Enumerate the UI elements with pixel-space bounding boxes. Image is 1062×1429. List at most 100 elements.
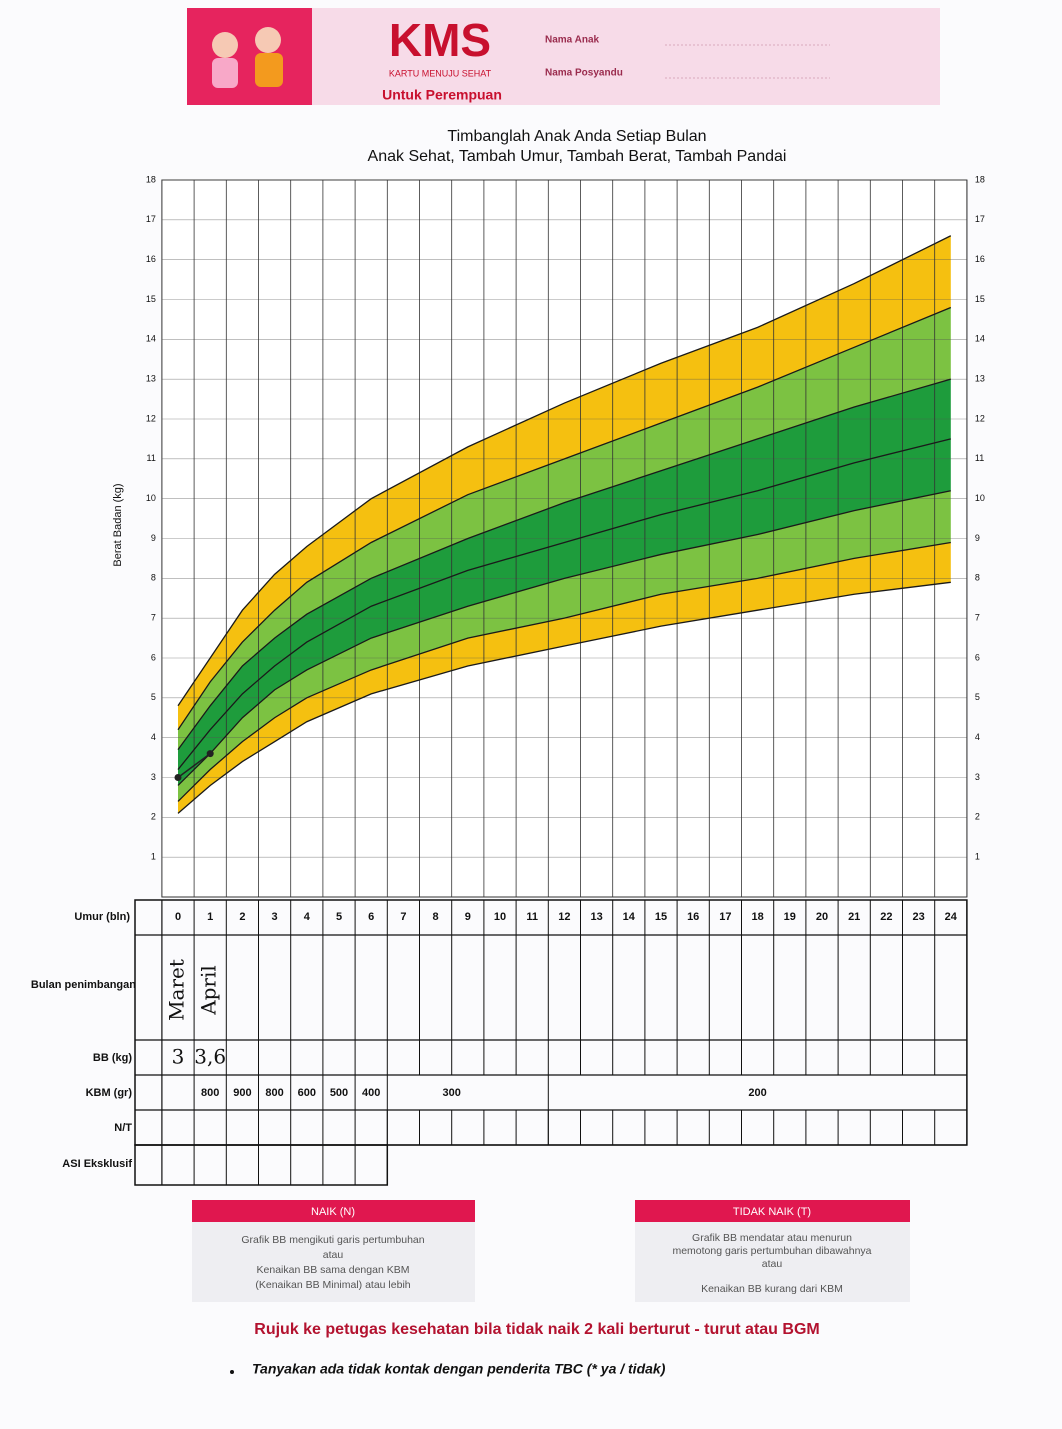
y-tick-label: 5 bbox=[151, 692, 156, 702]
tidak-naik-note: atau bbox=[762, 1258, 783, 1270]
x-tick-label: 11 bbox=[526, 911, 538, 923]
y-tick-label: 16 bbox=[146, 254, 156, 264]
kbm-value: 400 bbox=[362, 1087, 380, 1099]
y-tick-label: 13 bbox=[975, 374, 985, 384]
naik-note: Kenaikan BB sama dengan KBM bbox=[257, 1264, 410, 1276]
weighing-month: Maret bbox=[165, 959, 189, 1021]
chart-title: Timbanglah Anak Anda Setiap Bulan bbox=[447, 128, 706, 145]
x-tick-label: 3 bbox=[272, 911, 278, 923]
y-tick-label: 5 bbox=[975, 692, 980, 702]
y-tick-label: 9 bbox=[151, 533, 156, 543]
y-tick-label: 12 bbox=[146, 413, 156, 423]
y-tick-label: 18 bbox=[146, 174, 156, 184]
footer-note: Tanyakan ada tidak kontak dengan penderi… bbox=[252, 1361, 666, 1377]
kbm-value: 800 bbox=[265, 1087, 283, 1099]
row-label: N/T bbox=[114, 1122, 132, 1134]
row-label: ASI Eksklusif bbox=[62, 1158, 132, 1170]
y-tick-label: 17 bbox=[975, 214, 985, 224]
field-label: Nama Posyandu bbox=[545, 68, 623, 79]
y-tick-label: 14 bbox=[975, 334, 985, 344]
x-tick-label: 16 bbox=[687, 911, 699, 923]
y-tick-label: 4 bbox=[151, 732, 156, 742]
x-tick-label: 6 bbox=[368, 911, 374, 923]
row-label: BB (kg) bbox=[93, 1052, 132, 1064]
y-tick-label: 10 bbox=[975, 493, 985, 503]
card-subtitle: Untuk Perempuan bbox=[382, 87, 502, 103]
y-tick-label: 18 bbox=[975, 174, 985, 184]
tidak-naik-note: Grafik BB mendatar atau menurun bbox=[692, 1232, 852, 1244]
y-tick-label: 10 bbox=[146, 493, 156, 503]
kbm-value: 900 bbox=[233, 1087, 251, 1099]
y-tick-label: 1 bbox=[151, 852, 156, 862]
x-tick-label: 14 bbox=[623, 911, 636, 923]
kms-card: KMS KARTU MENUJU SEHAT Untuk Perempuan N… bbox=[0, 0, 1062, 1429]
x-tick-label: 2 bbox=[239, 911, 245, 923]
x-tick-label: 4 bbox=[304, 911, 311, 923]
y-tick-label: 4 bbox=[975, 732, 980, 742]
tidak-naik-title: TIDAK NAIK (T) bbox=[733, 1206, 811, 1218]
row-label: KBM (gr) bbox=[86, 1087, 133, 1099]
logo: KMS bbox=[389, 14, 491, 66]
x-tick-label: 12 bbox=[558, 911, 570, 923]
x-tick-label: 13 bbox=[590, 911, 602, 923]
kbm-value: 300 bbox=[443, 1087, 461, 1099]
naik-note: (Kenaikan BB Minimal) atau lebih bbox=[255, 1279, 410, 1291]
x-tick-label: 19 bbox=[784, 911, 796, 923]
row-label: Bulan penimbangan bbox=[31, 979, 136, 991]
x-tick-label: 7 bbox=[400, 911, 406, 923]
y-tick-label: 13 bbox=[146, 374, 156, 384]
naik-note: atau bbox=[323, 1249, 344, 1261]
y-tick-label: 11 bbox=[975, 453, 984, 463]
y-axis-label: Berat Badan (kg) bbox=[112, 483, 124, 566]
y-tick-label: 3 bbox=[975, 772, 980, 782]
child-weight-point bbox=[207, 750, 214, 757]
bullet bbox=[230, 1370, 234, 1374]
kbm-value: 600 bbox=[298, 1087, 316, 1099]
y-tick-label: 15 bbox=[975, 294, 985, 304]
y-tick-label: 1 bbox=[975, 852, 980, 862]
tidak-naik-note: Kenaikan BB kurang dari KBM bbox=[701, 1283, 843, 1295]
y-tick-label: 6 bbox=[151, 652, 156, 662]
child-figure bbox=[212, 58, 238, 88]
kbm-value: 200 bbox=[748, 1087, 766, 1099]
weight-entry: 3,6 bbox=[194, 1045, 226, 1069]
header-illustration bbox=[187, 8, 312, 105]
y-tick-label: 7 bbox=[975, 613, 980, 623]
y-tick-label: 2 bbox=[975, 812, 980, 822]
naik-note: Grafik BB mengikuti garis pertumbuhan bbox=[241, 1234, 424, 1246]
kbm-value: 800 bbox=[201, 1087, 219, 1099]
naik-title: NAIK (N) bbox=[311, 1206, 355, 1218]
tidak-naik-note: memotong garis pertumbuhan dibawahnya bbox=[672, 1245, 871, 1257]
x-tick-label: 8 bbox=[433, 911, 439, 923]
child-weight-point bbox=[175, 774, 182, 781]
x-tick-label: 15 bbox=[655, 911, 667, 923]
x-axis-label: Umur (bln) bbox=[74, 911, 130, 923]
y-tick-label: 2 bbox=[151, 812, 156, 822]
y-tick-label: 7 bbox=[151, 613, 156, 623]
child-figure bbox=[255, 53, 283, 87]
x-tick-label: 17 bbox=[719, 911, 731, 923]
y-tick-label: 8 bbox=[975, 573, 980, 583]
logo-subtitle: KARTU MENUJU SEHAT bbox=[389, 68, 492, 78]
chart-subtitle: Anak Sehat, Tambah Umur, Tambah Berat, T… bbox=[368, 148, 787, 165]
field-label: Nama Anak bbox=[545, 35, 600, 46]
referral: Rujuk ke petugas kesehatan bila tidak na… bbox=[254, 1321, 819, 1338]
x-tick-label: 18 bbox=[751, 911, 763, 923]
weighing-month: April bbox=[197, 965, 221, 1016]
y-tick-label: 16 bbox=[975, 254, 985, 264]
y-tick-label: 14 bbox=[146, 334, 156, 344]
y-tick-label: 6 bbox=[975, 652, 980, 662]
y-tick-label: 3 bbox=[151, 772, 156, 782]
x-tick-label: 21 bbox=[848, 911, 860, 923]
child-figure bbox=[255, 27, 281, 53]
x-tick-label: 0 bbox=[175, 911, 181, 923]
x-tick-label: 20 bbox=[816, 911, 828, 923]
x-tick-label: 10 bbox=[494, 911, 506, 923]
x-tick-label: 22 bbox=[880, 911, 892, 923]
weight-entry: 3 bbox=[172, 1045, 185, 1069]
x-tick-label: 5 bbox=[336, 911, 342, 923]
x-tick-label: 23 bbox=[912, 911, 924, 923]
x-tick-label: 24 bbox=[945, 911, 958, 923]
y-tick-label: 9 bbox=[975, 533, 980, 543]
y-tick-label: 11 bbox=[147, 453, 156, 463]
